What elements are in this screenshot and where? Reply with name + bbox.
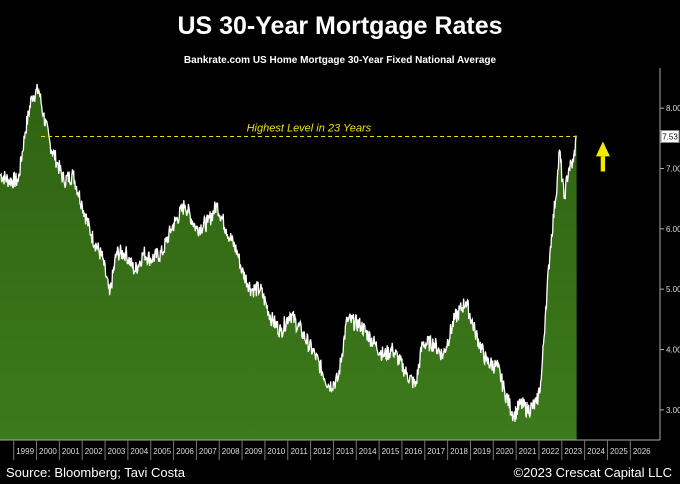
up-arrow-shaft [600, 156, 606, 172]
x-tick-label: 2002 [85, 447, 103, 456]
y-tick-label: 7.00 [666, 165, 680, 174]
x-tick-label: 2005 [153, 447, 171, 456]
last-value-label: 7.53 [662, 133, 678, 142]
x-tick-label: 2018 [450, 447, 468, 456]
x-tick-label: 2025 [610, 447, 628, 456]
y-tick-label: 3.00 [666, 406, 680, 415]
x-tick-label: 2016 [404, 447, 422, 456]
x-tick-label: 1999 [16, 447, 34, 456]
x-tick-label: 2001 [62, 447, 80, 456]
x-tick-label: 2000 [39, 447, 57, 456]
x-tick-label: 2021 [519, 447, 537, 456]
x-tick-label: 2011 [291, 447, 309, 456]
x-tick-label: 2004 [130, 447, 148, 456]
y-tick-label: 8.00 [666, 104, 680, 113]
x-tick-label: 2010 [267, 447, 285, 456]
x-tick-label: 2003 [108, 447, 126, 456]
x-tick-label: 2023 [564, 447, 582, 456]
rate-area [0, 83, 577, 441]
chart-subtitle: Bankrate.com US Home Mortgage 30-Year Fi… [183, 55, 497, 66]
x-tick-label: 2013 [336, 447, 354, 456]
chart-title: US 30-Year Mortgage Rates [177, 12, 503, 40]
x-tick-label: 2020 [496, 447, 514, 456]
x-tick-label: 2026 [633, 447, 651, 456]
x-tick-label: 2008 [222, 447, 240, 456]
y-tick-label: 4.00 [666, 346, 680, 355]
y-tick-label: 5.00 [666, 285, 680, 294]
x-tick-label: 2006 [176, 447, 194, 456]
rate-line [0, 83, 577, 422]
source-text: Source: Bloomberg; Tavi Costa [6, 465, 185, 480]
up-arrow-icon [595, 141, 610, 157]
x-tick-label: 2014 [359, 447, 377, 456]
x-tick-label: 2012 [313, 447, 331, 456]
x-tick-label: 2022 [541, 447, 559, 456]
x-tick-label: 2007 [199, 447, 217, 456]
annotation-label: Highest Level in 23 Years [247, 123, 372, 135]
x-tick-label: 2019 [473, 447, 491, 456]
y-tick-label: 6.00 [666, 225, 680, 234]
last-value-badge [660, 130, 680, 144]
x-tick-label: 2015 [382, 447, 400, 456]
copyright-text: ©2023 Crescat Capital LLC [513, 465, 672, 480]
x-tick-label: 2009 [245, 447, 263, 456]
x-tick-label: 2017 [427, 447, 445, 456]
x-tick-label: 2024 [587, 447, 605, 456]
